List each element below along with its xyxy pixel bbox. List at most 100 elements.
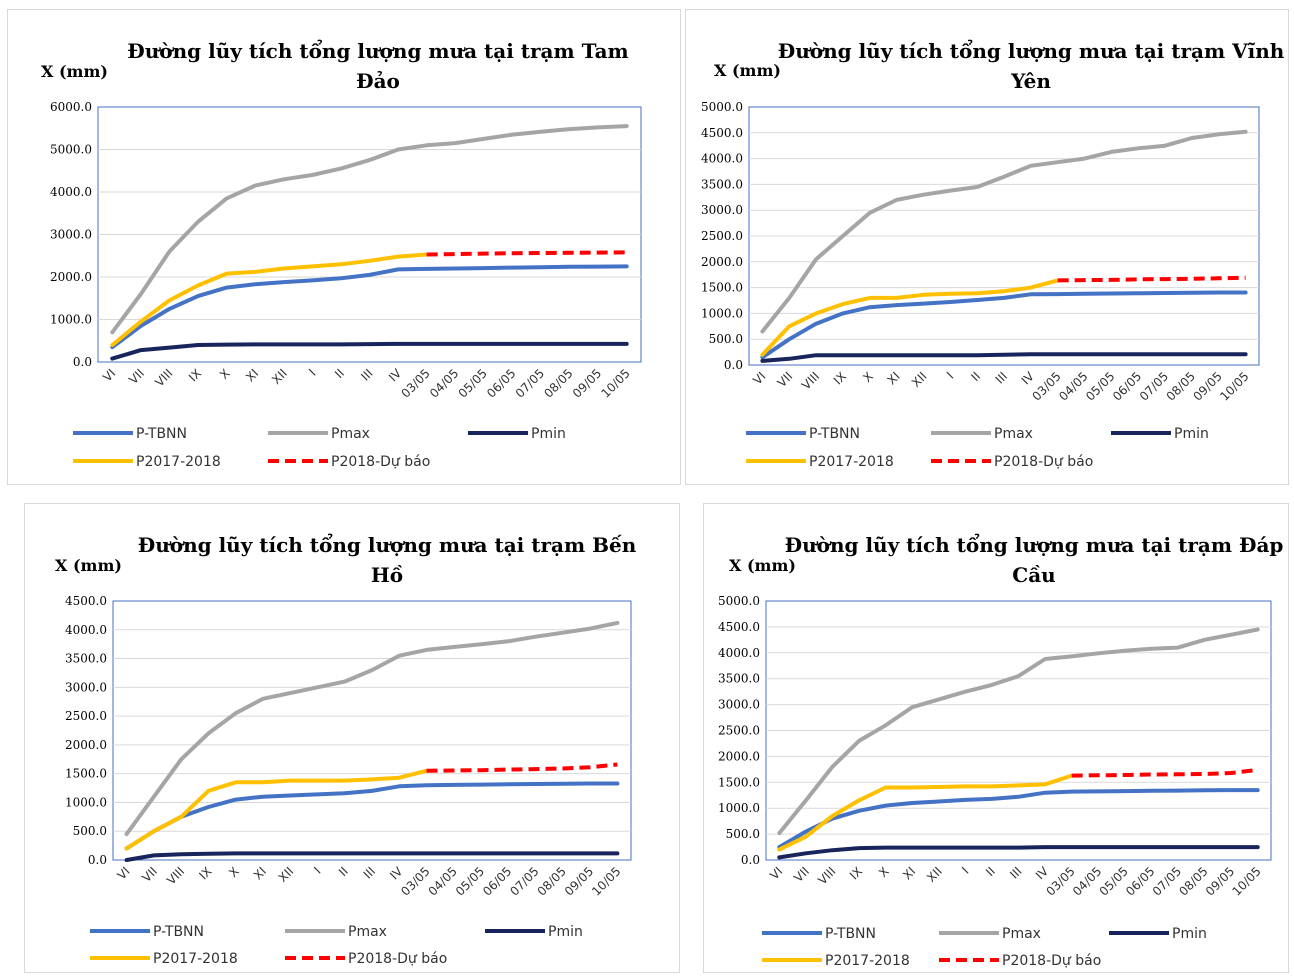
x-tick-label: XII [924, 864, 945, 885]
y-axis-label: X (mm) [55, 556, 122, 575]
x-tick-label: 10/05 [598, 366, 632, 400]
x-tick-label: 05/05 [456, 366, 490, 400]
x-tick-label: 03/05 [1043, 864, 1077, 898]
chart-dap-cau: Đường lũy tích tổng lượng mưa tại trạm Đ… [718, 532, 1283, 969]
x-tick-label: 05/05 [453, 864, 487, 898]
x-tick-label: IV [1033, 864, 1052, 883]
x-tick-label: VII [775, 369, 796, 390]
y-tick-label: 2000.0 [65, 738, 107, 752]
y-tick-label: 4000.0 [50, 185, 92, 199]
x-tick-label: 07/05 [507, 864, 541, 898]
legend-label-pmax: Pmax [994, 426, 1033, 442]
y-tick-label: 3000.0 [701, 203, 743, 217]
y-axis-label: X (mm) [729, 556, 796, 575]
series-line-p-tbnn [110, 264, 629, 350]
x-tick-label: 08/05 [1164, 369, 1198, 403]
x-tick-label: XII [269, 366, 290, 387]
y-tick-label: 3000.0 [65, 680, 107, 694]
x-tick-label: 06/05 [480, 864, 514, 898]
x-tick-label: III [358, 366, 375, 383]
y-tick-label: 2000.0 [718, 749, 760, 763]
legend-label-pmin: Pmin [531, 426, 566, 442]
y-tick-label: 5000.0 [50, 143, 92, 157]
x-tick-label: VIII [799, 369, 822, 392]
y-tick-label: 2000.0 [50, 270, 92, 284]
x-tick-label: VI [115, 864, 133, 882]
y-tick-label: 1500.0 [65, 767, 107, 781]
x-tick-label: X [876, 864, 892, 880]
x-tick-label: 05/05 [1083, 369, 1117, 403]
chart-tam-dao: Đường lũy tích tổng lượng mưa tại trạm T… [41, 38, 642, 470]
x-tick-label: 09/05 [1190, 369, 1224, 403]
x-tick-label: I [959, 864, 971, 876]
x-tick-label: 10/05 [1217, 369, 1251, 403]
chart-title-line: Đường lũy tích tổng lượng mưa tại trạm T… [127, 38, 628, 63]
series-line-pmin [777, 845, 1260, 860]
x-tick-label: XII [909, 369, 930, 390]
legend-label-p-tbnn: P-TBNN [825, 926, 876, 942]
x-tick-label: VII [791, 864, 812, 885]
x-tick-label: IV [1019, 369, 1038, 388]
series-line-p2018-du-bao [1057, 275, 1246, 283]
y-tick-label: 4000.0 [65, 623, 107, 637]
x-tick-label: XII [276, 864, 297, 885]
x-tick-label: III [361, 864, 378, 881]
x-tick-label: II [968, 369, 983, 384]
y-tick-label: 2500.0 [701, 229, 743, 243]
series-line-p2017-2018 [110, 252, 429, 347]
y-tick-label: 2500.0 [65, 709, 107, 723]
legend-label-p2017-2018: P2017-2018 [136, 454, 221, 470]
legend-label-p-tbnn: P-TBNN [153, 924, 204, 940]
legend-label-pmax: Pmax [348, 924, 387, 940]
y-tick-label: 500.0 [73, 824, 107, 838]
x-tick-label: XI [900, 864, 918, 882]
y-tick-label: 5000.0 [701, 100, 743, 114]
series-line-p-tbnn [777, 788, 1260, 850]
x-tick-label: 05/05 [1097, 864, 1131, 898]
y-axis-label: X (mm) [714, 61, 781, 80]
series-line-pmax [110, 124, 629, 335]
series-line-p2017-2018 [777, 773, 1074, 852]
x-tick-label: 08/05 [541, 366, 575, 400]
x-tick-label: VI [750, 369, 768, 387]
series-line-p2018-du-bao [426, 762, 618, 773]
x-tick-label: X [226, 864, 242, 880]
x-tick-label: II [336, 864, 351, 879]
x-tick-label: III [993, 369, 1010, 386]
x-tick-label: VI [100, 366, 118, 384]
legend-label-pmin: Pmin [1172, 926, 1207, 942]
chart-vinh-yen: Đường lũy tích tổng lượng mưa tại trạm V… [701, 38, 1285, 470]
y-tick-label: 500.0 [709, 332, 743, 346]
chart-panel-ben-ho: Đường lũy tích tổng lượng mưa tại trạm B… [24, 503, 680, 973]
y-tick-label: 0.0 [88, 853, 107, 867]
x-tick-label: I [311, 864, 323, 876]
x-tick-label: X [217, 366, 233, 382]
chart-title-line: Đường lũy tích tổng lượng mưa tại trạm V… [778, 38, 1285, 63]
x-tick-label: II [983, 864, 998, 879]
y-tick-label: 4000.0 [701, 152, 743, 166]
x-tick-label: IX [847, 864, 865, 882]
legend-label-p-tbnn: P-TBNN [136, 426, 187, 442]
chart-title-line: Đảo [356, 69, 400, 93]
y-tick-label: 4500.0 [718, 620, 760, 634]
y-tick-label: 1500.0 [701, 281, 743, 295]
x-tick-label: II [332, 366, 347, 381]
series-line-p2017-2018 [124, 768, 429, 851]
y-tick-label: 0.0 [741, 853, 760, 867]
legend-label-pmin: Pmin [548, 924, 583, 940]
x-tick-label: VIII [164, 864, 187, 887]
x-tick-label: 07/05 [1137, 369, 1171, 403]
series-line-pmin [760, 352, 1248, 363]
series-line-p2018-du-bao [1071, 767, 1258, 778]
legend-label-pmax: Pmax [1002, 926, 1041, 942]
y-tick-label: 1000.0 [50, 313, 92, 327]
y-tick-label: 5000.0 [718, 594, 760, 608]
legend-label-p-tbnn: P-TBNN [809, 426, 860, 442]
x-tick-label: 04/05 [1070, 864, 1104, 898]
legend-label-p2017-2018: P2017-2018 [825, 953, 910, 969]
y-tick-label: 3000.0 [50, 228, 92, 242]
series-line-p-tbnn [124, 781, 620, 851]
legend-label-p2018-du-bao: P2018-Dự báo [1002, 953, 1101, 969]
x-tick-label: 04/05 [1056, 369, 1090, 403]
x-tick-label: 04/05 [427, 366, 461, 400]
